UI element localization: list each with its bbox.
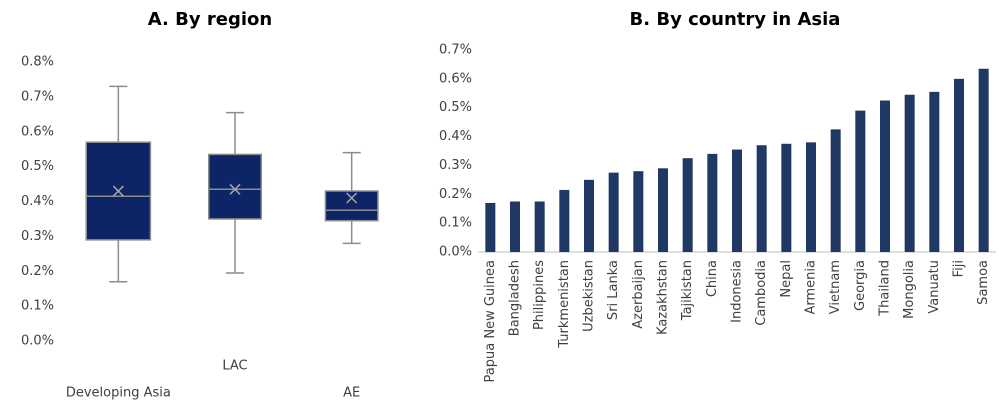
bar: [806, 142, 816, 252]
y-tick-label: 0.0%: [21, 334, 54, 349]
y-tick-label: 0.5%: [21, 159, 54, 174]
x-tick-label: Nepal: [779, 260, 794, 298]
bar: [954, 78, 964, 252]
x-tick-label: LAC: [222, 359, 247, 374]
mean-marker: [346, 192, 358, 204]
x-tick-label: Azerbaijan: [631, 260, 646, 329]
x-tick-label: China: [705, 260, 720, 297]
bar: [781, 143, 792, 252]
box: [324, 190, 379, 222]
bar: [707, 153, 718, 252]
y-tick-label: 0.7%: [439, 43, 472, 58]
x-tick-label: Uzbekistan: [582, 260, 597, 332]
y-tick-label: 0.3%: [21, 229, 54, 244]
x-tick-label: Cambodia: [754, 260, 769, 326]
x-tick-label: Sri Lanka: [606, 260, 621, 320]
x-tick-label: Papua New Guinea: [483, 260, 498, 382]
bar: [978, 68, 989, 252]
y-tick-label: 0.1%: [21, 299, 54, 314]
bar: [584, 179, 594, 252]
bar: [880, 100, 890, 252]
x-tick-label: Thailand: [878, 260, 893, 317]
bar: [633, 171, 644, 252]
y-tick-label: 0.6%: [21, 124, 54, 139]
bar: [855, 110, 866, 252]
y-tick-label: 0.4%: [21, 194, 54, 209]
y-tick-label: 0.7%: [21, 89, 54, 104]
chart-title: A. By region: [148, 9, 272, 30]
x-tick-label: Samoa: [976, 260, 991, 305]
x-tick-label: Turkmenistan: [557, 260, 572, 349]
x-tick-label: Fiji: [952, 260, 967, 277]
x-tick-label: Bangladesh: [508, 260, 523, 336]
y-tick-label: 0.8%: [21, 55, 54, 70]
x-tick-label: Indonesia: [730, 260, 745, 323]
y-tick-label: 0.1%: [439, 216, 472, 231]
x-tick-label: Kazakhstan: [656, 260, 671, 335]
y-tick-label: 0.6%: [439, 71, 472, 86]
bar: [559, 189, 570, 252]
x-tick-label: Vietnam: [828, 260, 843, 314]
x-tick-label: Georgia: [853, 260, 868, 311]
y-tick-label: 0.3%: [439, 158, 472, 173]
x-tick-label: Armenia: [804, 260, 819, 315]
bar: [658, 168, 668, 252]
bar: [682, 158, 693, 252]
y-tick-label: 0.2%: [439, 187, 472, 202]
box: [208, 153, 262, 220]
y-tick-label: 0.2%: [21, 264, 54, 279]
mean-marker: [112, 185, 124, 197]
x-tick-label: Developing Asia: [66, 386, 171, 401]
mean-marker: [229, 183, 241, 195]
x-tick-label: Philippines: [532, 260, 547, 330]
bar: [904, 94, 915, 252]
bar: [756, 145, 767, 252]
x-tick-label: AE: [343, 386, 360, 401]
chart-title: B. By country in Asia: [630, 9, 841, 30]
bar: [510, 201, 520, 252]
x-tick-label: Tajikistan: [680, 260, 695, 321]
y-tick-label: 0.5%: [439, 100, 472, 115]
bar: [830, 129, 841, 252]
bar: [732, 149, 742, 252]
y-tick-label: 0.0%: [439, 245, 472, 260]
x-tick-label: Vanuatu: [927, 260, 942, 314]
x-tick-label: Mongolia: [902, 260, 917, 319]
bar: [608, 172, 619, 252]
bar: [534, 201, 545, 252]
bar: [929, 91, 940, 252]
bar: [485, 202, 496, 252]
y-tick-label: 0.4%: [439, 129, 472, 144]
